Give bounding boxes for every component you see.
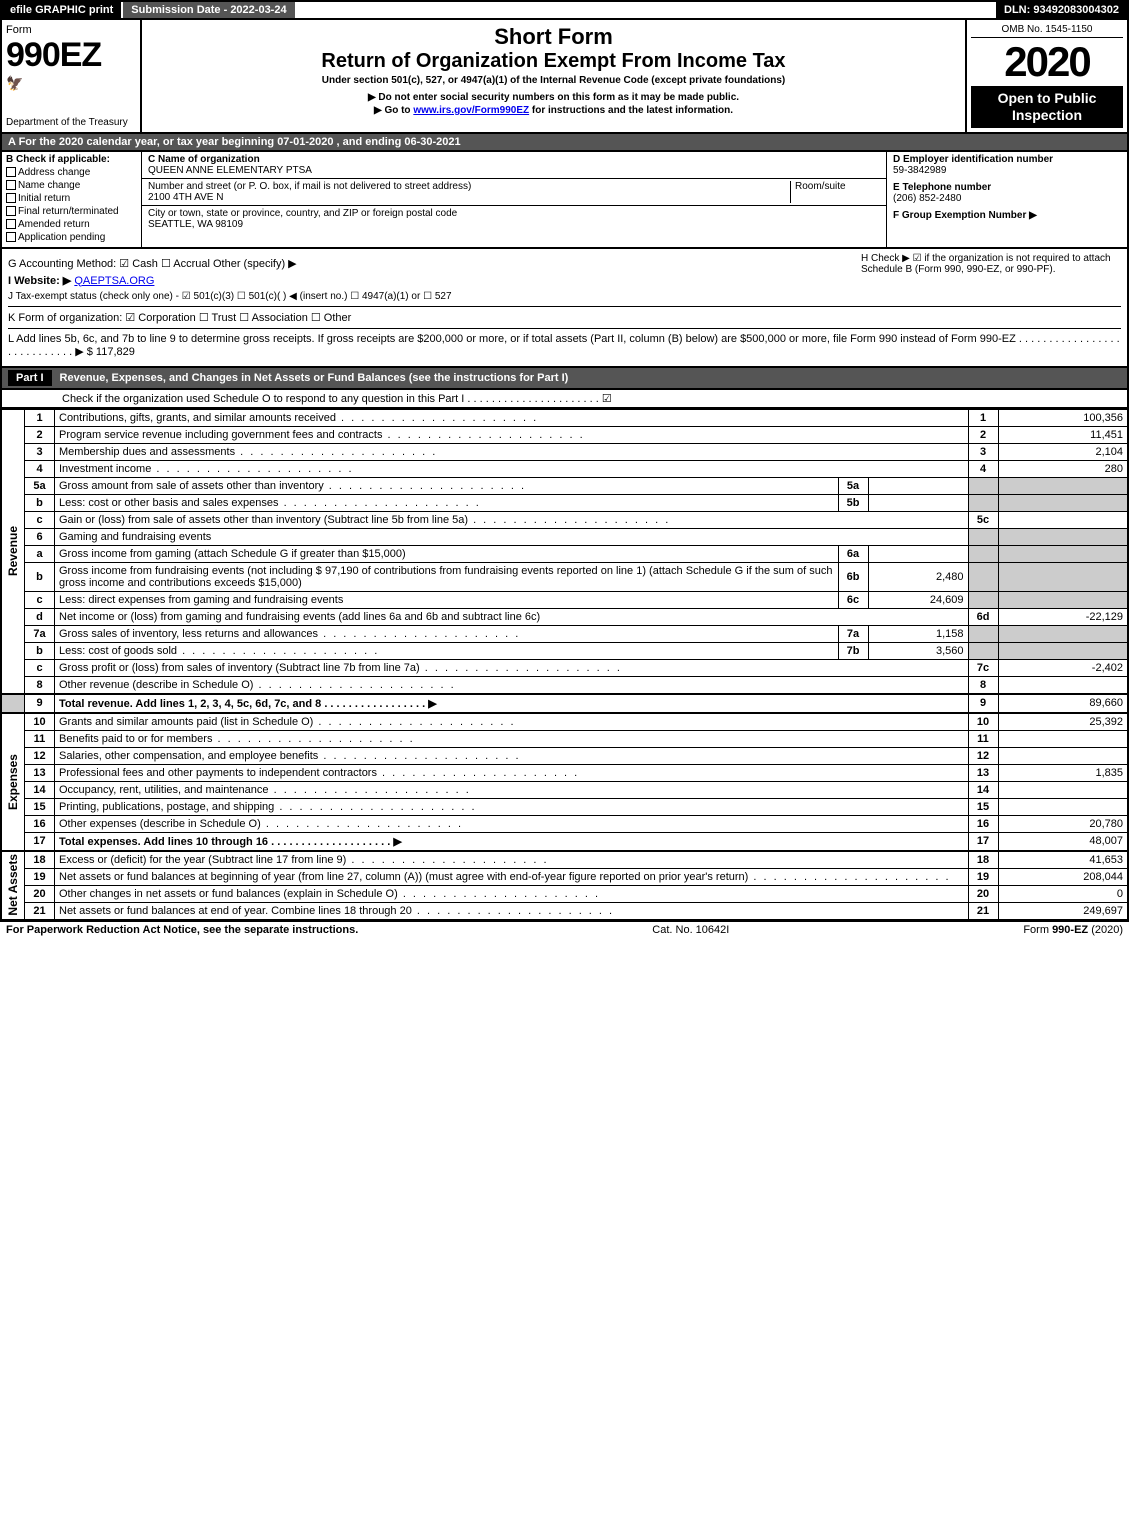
table-row: c Gross profit or (loss) from sales of i…: [1, 659, 1128, 676]
table-row: 11Benefits paid to or for members11: [1, 730, 1128, 747]
i-label: I Website: ▶: [8, 275, 71, 287]
open-public: Open to Public Inspection: [971, 86, 1123, 128]
submission-date: Submission Date - 2022-03-24: [121, 2, 294, 18]
footer-mid: Cat. No. 10642I: [652, 924, 729, 936]
part-i-check: Check if the organization used Schedule …: [0, 390, 1129, 409]
ein-label: D Employer identification number: [893, 154, 1053, 165]
side-revenue: Revenue: [6, 526, 20, 576]
c-city-label: City or town, state or province, country…: [148, 208, 457, 219]
room-label: Room/suite: [795, 181, 846, 192]
title-block: Short Form Return of Organization Exempt…: [142, 20, 967, 132]
dept-label: Department of the Treasury: [6, 117, 128, 128]
table-row: 21Net assets or fund balances at end of …: [1, 902, 1128, 920]
info-row: B Check if applicable: Address change Na…: [0, 152, 1129, 249]
cb-final[interactable]: Final return/terminated: [6, 206, 137, 217]
warn-line: ▶ Do not enter social security numbers o…: [148, 92, 959, 103]
cb-pending[interactable]: Application pending: [6, 232, 137, 243]
website-link[interactable]: QAEPTSA.ORG: [74, 275, 154, 287]
under-section: Under section 501(c), 527, or 4947(a)(1)…: [148, 75, 959, 86]
ein: 59-3842989: [893, 165, 946, 176]
table-row: Revenue 1 Contributions, gifts, grants, …: [1, 409, 1128, 426]
c-name-label: C Name of organization: [148, 154, 260, 165]
dln: DLN: 93492083004302: [996, 2, 1127, 18]
goto-post: for instructions and the latest informat…: [529, 105, 733, 116]
table-row: d Net income or (loss) from gaming and f…: [1, 608, 1128, 625]
table-row: c Gain or (loss) from sale of assets oth…: [1, 511, 1128, 528]
table-row: Net Assets 18 Excess or (deficit) for th…: [1, 851, 1128, 869]
table-row: 6 Gaming and fundraising events: [1, 528, 1128, 545]
table-row: 3 Membership dues and assessments 3 2,10…: [1, 443, 1128, 460]
org-name: QUEEN ANNE ELEMENTARY PTSA: [148, 165, 312, 176]
line-j: J Tax-exempt status (check only one) - ☑…: [8, 291, 1121, 302]
form-label: Form: [6, 24, 136, 36]
irs-icon: 🦅: [6, 75, 136, 92]
table-row: 4 Investment income 4 280: [1, 460, 1128, 477]
table-row: 14Occupancy, rent, utilities, and mainte…: [1, 781, 1128, 798]
table-row: 16Other expenses (describe in Schedule O…: [1, 815, 1128, 832]
footer: For Paperwork Reduction Act Notice, see …: [0, 921, 1129, 938]
line-k: K Form of organization: ☑ Corporation ☐ …: [8, 306, 1121, 324]
period-row: A For the 2020 calendar year, or tax yea…: [0, 134, 1129, 152]
tax-year: 2020: [971, 38, 1123, 86]
cb-initial[interactable]: Initial return: [6, 193, 137, 204]
tel: (206) 852-2480: [893, 193, 961, 204]
table-row: c Less: direct expenses from gaming and …: [1, 591, 1128, 608]
line-l: L Add lines 5b, 6c, and 7b to line 9 to …: [8, 328, 1121, 358]
short-form: Short Form: [148, 24, 959, 50]
table-row: a Gross income from gaming (attach Sched…: [1, 545, 1128, 562]
table-row: Expenses 10 Grants and similar amounts p…: [1, 713, 1128, 731]
goto-pre: ▶ Go to: [374, 105, 413, 116]
goto-line: ▶ Go to www.irs.gov/Form990EZ for instru…: [148, 105, 959, 116]
form-number: 990EZ: [6, 36, 136, 75]
form-id-block: Form 990EZ 🦅 Department of the Treasury: [2, 20, 142, 132]
c-street-label: Number and street (or P. O. box, if mail…: [148, 181, 471, 192]
side-expenses: Expenses: [6, 754, 20, 810]
table-row: b Less: cost or other basis and sales ex…: [1, 494, 1128, 511]
part-label: Part I: [8, 370, 52, 386]
line-i: I Website: ▶ QAEPTSA.ORG: [8, 274, 1121, 287]
table-row: 15Printing, publications, postage, and s…: [1, 798, 1128, 815]
table-row: 2 Program service revenue including gove…: [1, 426, 1128, 443]
cb-name[interactable]: Name change: [6, 180, 137, 191]
efile-label[interactable]: efile GRAPHIC print: [2, 2, 121, 18]
table-row: b Gross income from fundraising events (…: [1, 562, 1128, 591]
org-street: 2100 4TH AVE N: [148, 192, 223, 203]
omb-number: OMB No. 1545-1150: [971, 24, 1123, 38]
part-title: Revenue, Expenses, and Changes in Net As…: [60, 372, 569, 384]
table-row: 5a Gross amount from sale of assets othe…: [1, 477, 1128, 494]
part-i-table: Revenue 1 Contributions, gifts, grants, …: [0, 409, 1129, 921]
table-row: 19Net assets or fund balances at beginni…: [1, 868, 1128, 885]
org-city: SEATTLE, WA 98109: [148, 219, 243, 230]
box-c: C Name of organization QUEEN ANNE ELEMEN…: [142, 152, 887, 247]
year-block: OMB No. 1545-1150 2020 Open to Public In…: [967, 20, 1127, 132]
footer-right: Form 990-EZ (2020): [1023, 924, 1123, 936]
table-row: 8 Other revenue (describe in Schedule O)…: [1, 676, 1128, 694]
table-row: 13Professional fees and other payments t…: [1, 764, 1128, 781]
table-row: 20Other changes in net assets or fund ba…: [1, 885, 1128, 902]
top-bar: efile GRAPHIC print Submission Date - 20…: [0, 0, 1129, 20]
spacer: [295, 2, 996, 18]
box-b: B Check if applicable: Address change Na…: [2, 152, 142, 247]
group-label: F Group Exemption Number ▶: [893, 210, 1037, 221]
table-row: b Less: cost of goods sold 7b 3,560: [1, 642, 1128, 659]
part-i-bar: Part I Revenue, Expenses, and Changes in…: [0, 368, 1129, 390]
cb-address[interactable]: Address change: [6, 167, 137, 178]
table-row: 12Salaries, other compensation, and empl…: [1, 747, 1128, 764]
ghij-block: G Accounting Method: ☑ Cash ☐ Accrual Ot…: [0, 249, 1129, 368]
return-title: Return of Organization Exempt From Incom…: [148, 50, 959, 73]
line-h: H Check ▶ ☑ if the organization is not r…: [861, 253, 1121, 275]
tel-label: E Telephone number: [893, 182, 991, 193]
box-def: D Employer identification number 59-3842…: [887, 152, 1127, 247]
side-netassets: Net Assets: [6, 854, 20, 916]
irs-link[interactable]: www.irs.gov/Form990EZ: [413, 105, 529, 116]
table-row: 9 Total revenue. Add lines 1, 2, 3, 4, 5…: [1, 694, 1128, 713]
box-b-head: B Check if applicable:: [6, 154, 137, 165]
form-header: Form 990EZ 🦅 Department of the Treasury …: [0, 20, 1129, 134]
footer-left: For Paperwork Reduction Act Notice, see …: [6, 924, 358, 936]
table-row: 7a Gross sales of inventory, less return…: [1, 625, 1128, 642]
table-row: 17Total expenses. Add lines 10 through 1…: [1, 832, 1128, 851]
cb-amended[interactable]: Amended return: [6, 219, 137, 230]
